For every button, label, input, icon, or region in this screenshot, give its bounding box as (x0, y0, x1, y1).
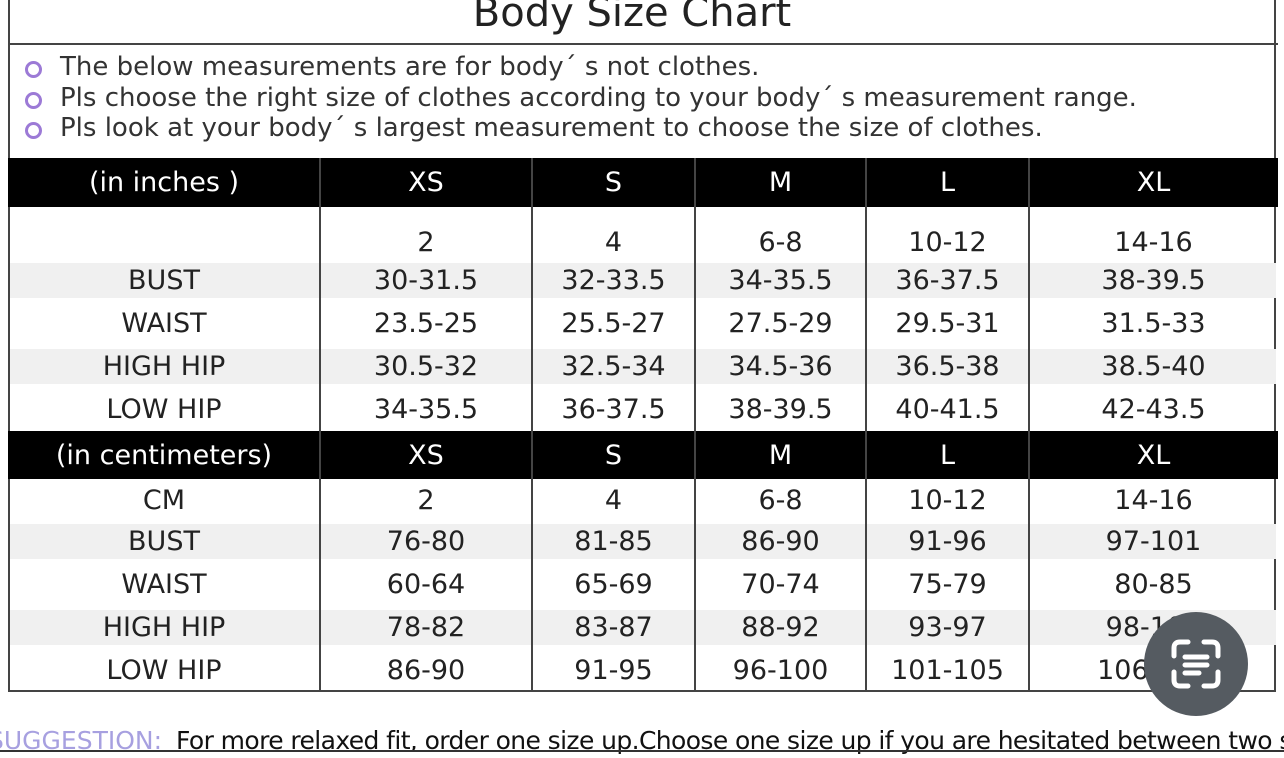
column-divider (1028, 431, 1030, 692)
suggestion: SUGGESTION: For more relaxed fit, order o… (0, 724, 1284, 758)
size-value: 34-35.5 (373, 394, 479, 425)
size-value: 40-41.5 (895, 394, 1000, 425)
note: The below measurements are for bodyˊ s n… (60, 52, 760, 82)
header-cell: M (695, 431, 866, 479)
size-value: 75-79 (908, 569, 987, 600)
row-label: LOW HIP (106, 655, 222, 686)
column-divider (319, 431, 321, 692)
size-value: 36-37.5 (895, 265, 1000, 296)
size-value: 10-12 (908, 226, 987, 258)
row-label: BUST (128, 265, 200, 296)
header-cell: L (866, 431, 1029, 479)
size-value: 97-101 (1105, 526, 1202, 557)
scan-text-button[interactable] (1144, 612, 1248, 716)
size-value: 42-43.5 (1101, 394, 1206, 425)
size-value: 4 (604, 485, 623, 516)
size-value: 31.5-33 (1101, 308, 1206, 339)
size-value: 32.5-34 (561, 351, 666, 382)
size-value: 83-87 (574, 612, 653, 643)
size-value: 91-95 (574, 655, 653, 686)
column-divider (531, 158, 533, 431)
header-cell: (in inches ) (8, 158, 320, 207)
size-value: 29.5-31 (895, 308, 1000, 339)
size-value: 86-90 (741, 526, 820, 557)
size-value: 88-92 (741, 612, 820, 643)
row-label: BUST (128, 526, 200, 557)
size-value: 80-85 (1114, 569, 1193, 600)
size-value: 91-96 (908, 526, 987, 557)
rule (8, 43, 1278, 45)
chart-frame (8, 0, 1276, 692)
size-value: 38-39.5 (728, 394, 833, 425)
size-value: 36.5-38 (895, 351, 1000, 382)
row-label (8, 207, 320, 259)
size-value: 34.5-36 (728, 351, 833, 382)
size-value: 86-90 (386, 655, 466, 686)
column-divider (694, 431, 696, 692)
note: Pls choose the right size of clothes acc… (60, 83, 1137, 113)
row-label: LOW HIP (106, 394, 222, 425)
header-cell: XS (320, 158, 532, 207)
size-value: 4 (604, 226, 623, 258)
size-value: 10-12 (908, 485, 987, 516)
bullet (25, 92, 42, 109)
header-cell: (in centimeters) (8, 431, 320, 479)
row-label: WAIST (121, 569, 207, 600)
size-value: 76-80 (386, 526, 466, 557)
row-label: WAIST (121, 308, 207, 339)
size-value: 2 (417, 485, 435, 516)
size-value: 34-35.5 (728, 265, 833, 296)
size-value: 101-105 (891, 655, 1004, 686)
size-value: 36-37.5 (561, 394, 666, 425)
column-divider (319, 158, 321, 431)
size-value: 14-16 (1114, 485, 1193, 516)
column-divider (865, 431, 867, 692)
header-cell: L (866, 158, 1029, 207)
row-label: HIGH HIP (102, 351, 226, 382)
size-value: 23.5-25 (373, 308, 479, 339)
size-value: 96-100 (732, 655, 829, 686)
title: Body Size Chart (472, 0, 792, 36)
row-label: HIGH HIP (102, 612, 226, 643)
size-value: 30-31.5 (373, 265, 479, 296)
row-stripe (10, 610, 1276, 645)
bullet (25, 122, 42, 139)
size-value: 38.5-40 (1101, 351, 1206, 382)
size-value: 70-74 (741, 569, 820, 600)
header-cell: XL (1029, 431, 1278, 479)
row-stripe (10, 349, 1276, 384)
size-value: 6-8 (758, 226, 803, 258)
size-value: 78-82 (386, 612, 466, 643)
size-value: 30.5-32 (373, 351, 479, 382)
header-cell: S (532, 431, 695, 479)
size-value: 38-39.5 (1101, 265, 1206, 296)
size-value: 32-33.5 (561, 265, 666, 296)
size-value: 14-16 (1114, 226, 1193, 258)
column-divider (1028, 158, 1030, 431)
size-value: 6-8 (758, 485, 803, 516)
size-value: 65-69 (574, 569, 653, 600)
size-value: 2 (417, 226, 435, 258)
scan-icon (1171, 639, 1221, 689)
bullet (25, 61, 42, 78)
size-value: 25.5-27 (561, 308, 666, 339)
rule (0, 750, 1284, 752)
row-stripe (10, 263, 1276, 298)
note: Pls look at your bodyˊ s largest measure… (60, 113, 1043, 143)
column-divider (531, 431, 533, 692)
size-value: 60-64 (386, 569, 466, 600)
size-value: 93-97 (908, 612, 987, 643)
header-cell: M (695, 158, 866, 207)
header-cell: XL (1029, 158, 1278, 207)
header-cell: XS (320, 431, 532, 479)
row-label: CM (142, 485, 186, 516)
header-cell: S (532, 158, 695, 207)
column-divider (694, 158, 696, 431)
size-value: 27.5-29 (728, 308, 833, 339)
size-value: 81-85 (574, 526, 653, 557)
row-stripe (10, 524, 1276, 559)
column-divider (865, 158, 867, 431)
